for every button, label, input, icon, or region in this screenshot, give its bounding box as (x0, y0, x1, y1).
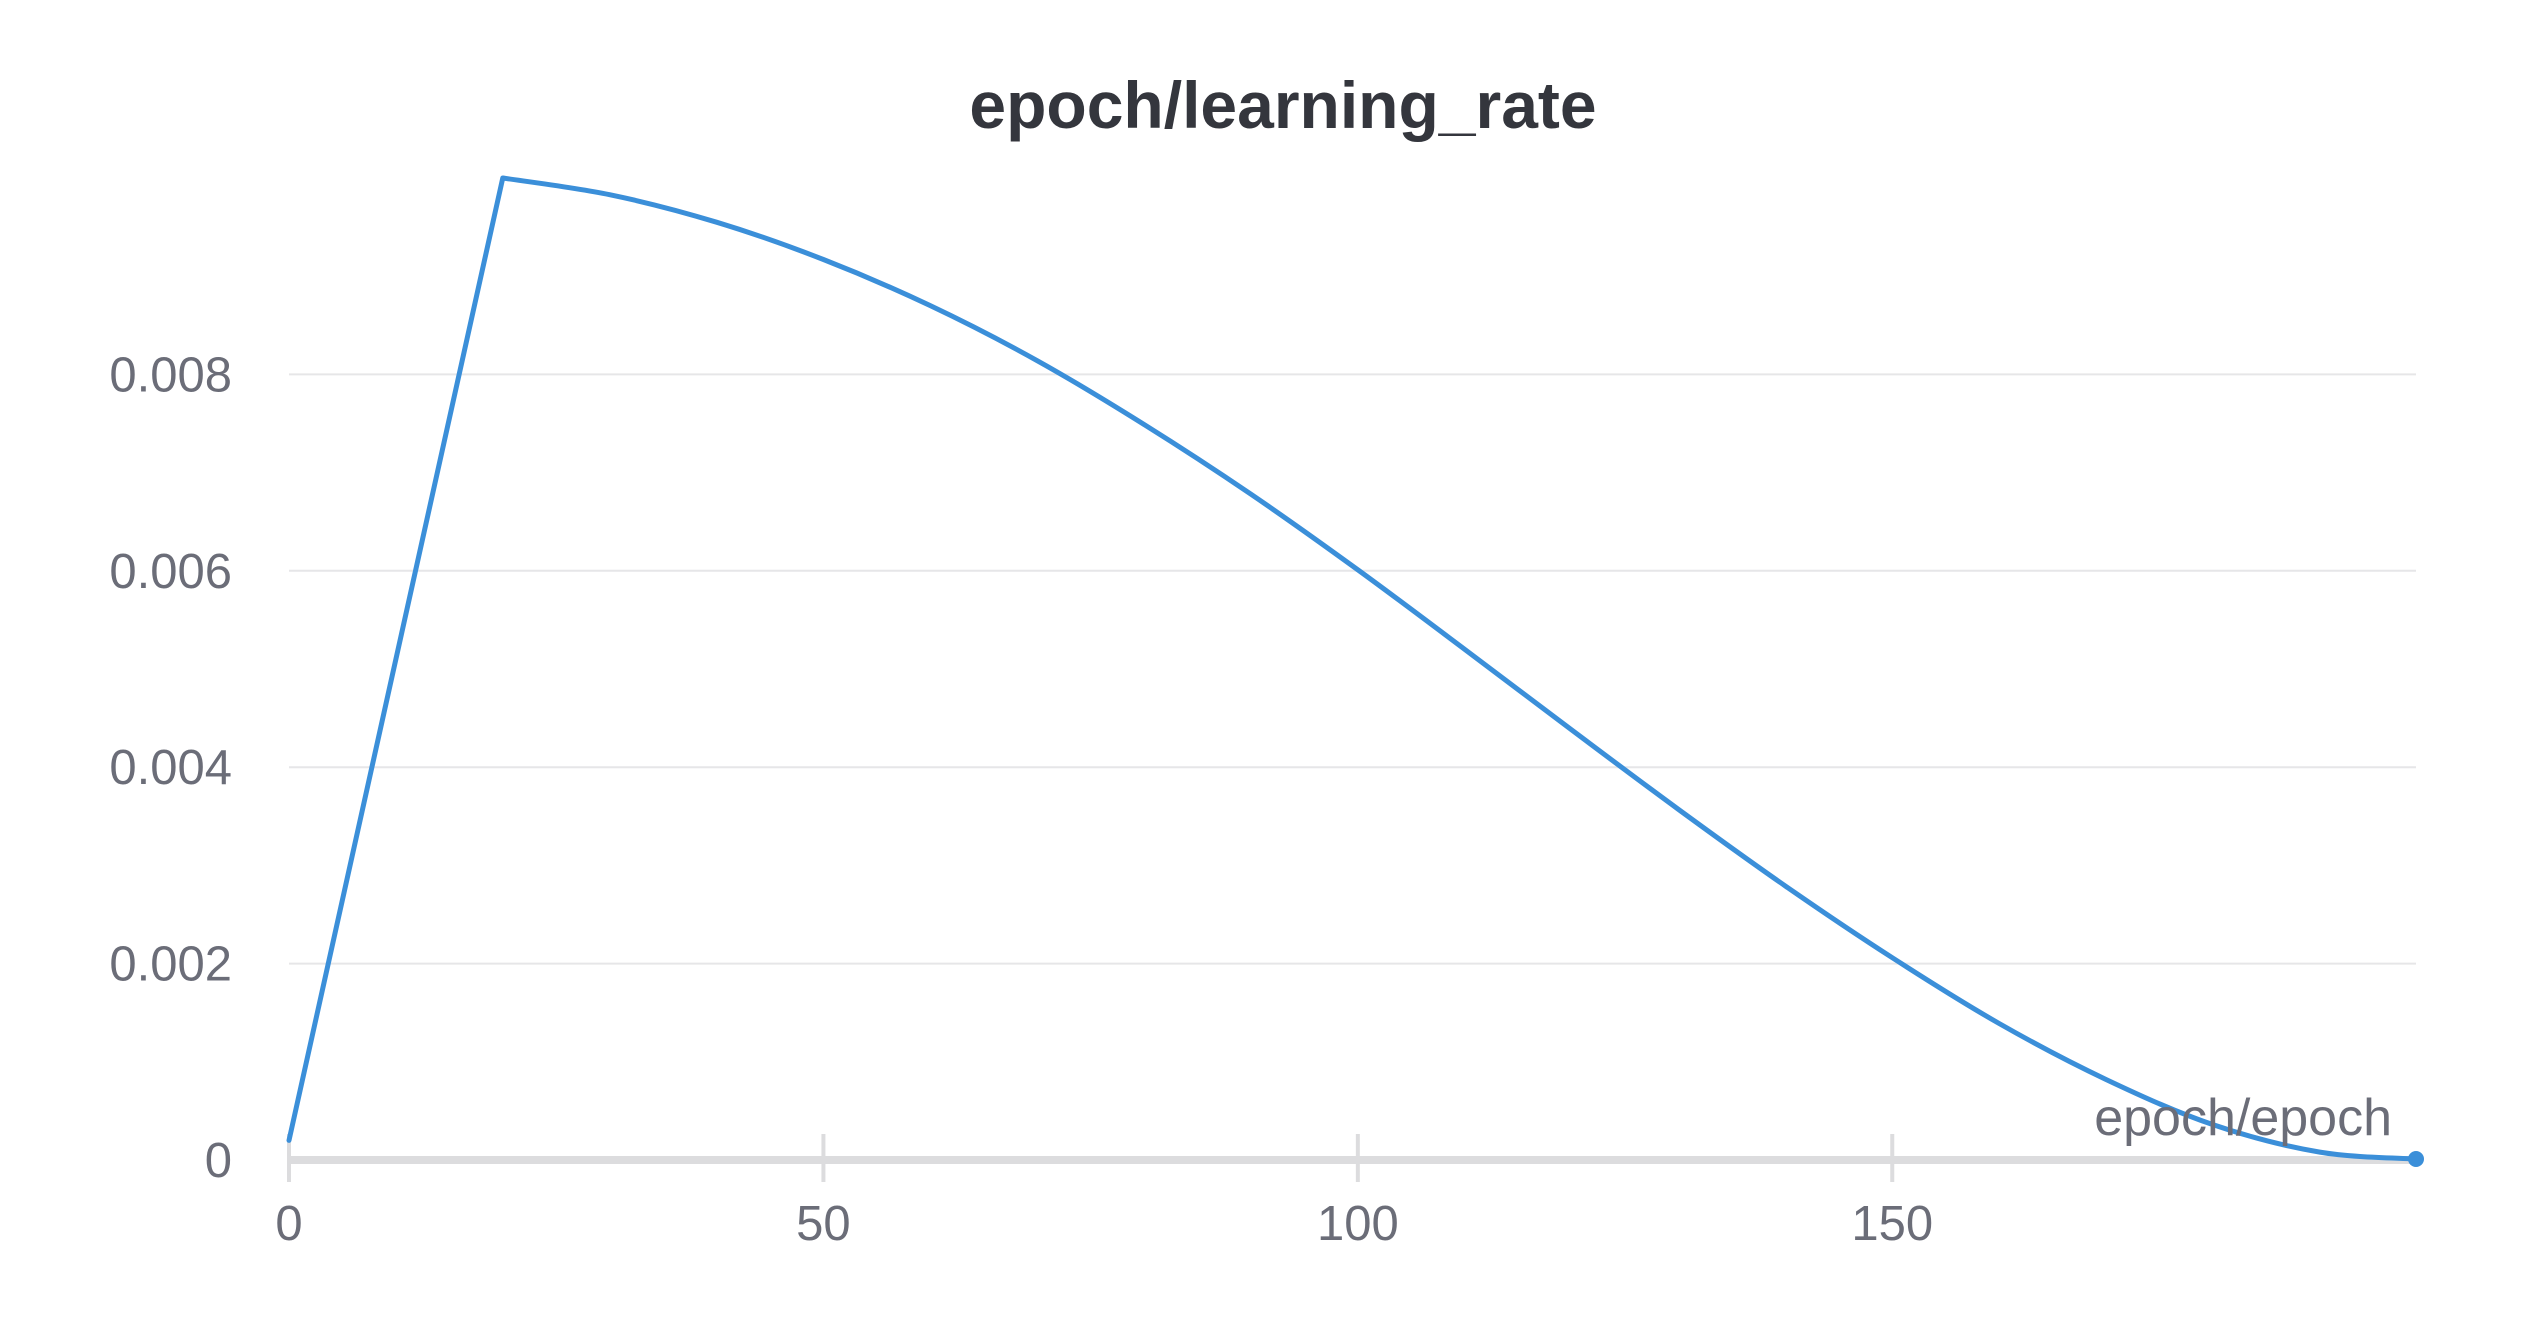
y-tick-label: 0.004 (109, 741, 232, 795)
y-tick-label: 0 (205, 1134, 232, 1188)
x-axis: 0 50 100 150 (275, 1134, 2416, 1251)
series-group (286, 175, 2424, 1168)
learning-rate-line (286, 175, 2419, 1162)
gridlines (289, 373, 2416, 965)
x-tick-label: 50 (796, 1197, 851, 1251)
x-tick-label: 0 (275, 1197, 302, 1251)
y-axis-ticks: 0 0.002 0.004 0.006 0.008 (109, 348, 232, 1188)
y-tick-label: 0.002 (109, 938, 232, 992)
y-tick-label: 0.008 (109, 348, 232, 402)
series-end-point (2408, 1151, 2424, 1168)
x-axis-label: epoch/epoch (2094, 1089, 2392, 1147)
x-tick-label: 100 (1317, 1197, 1399, 1251)
chart-title: epoch/learning_rate (969, 68, 1596, 142)
x-tick-label: 150 (1851, 1197, 1933, 1251)
y-tick-label: 0.006 (109, 545, 232, 599)
